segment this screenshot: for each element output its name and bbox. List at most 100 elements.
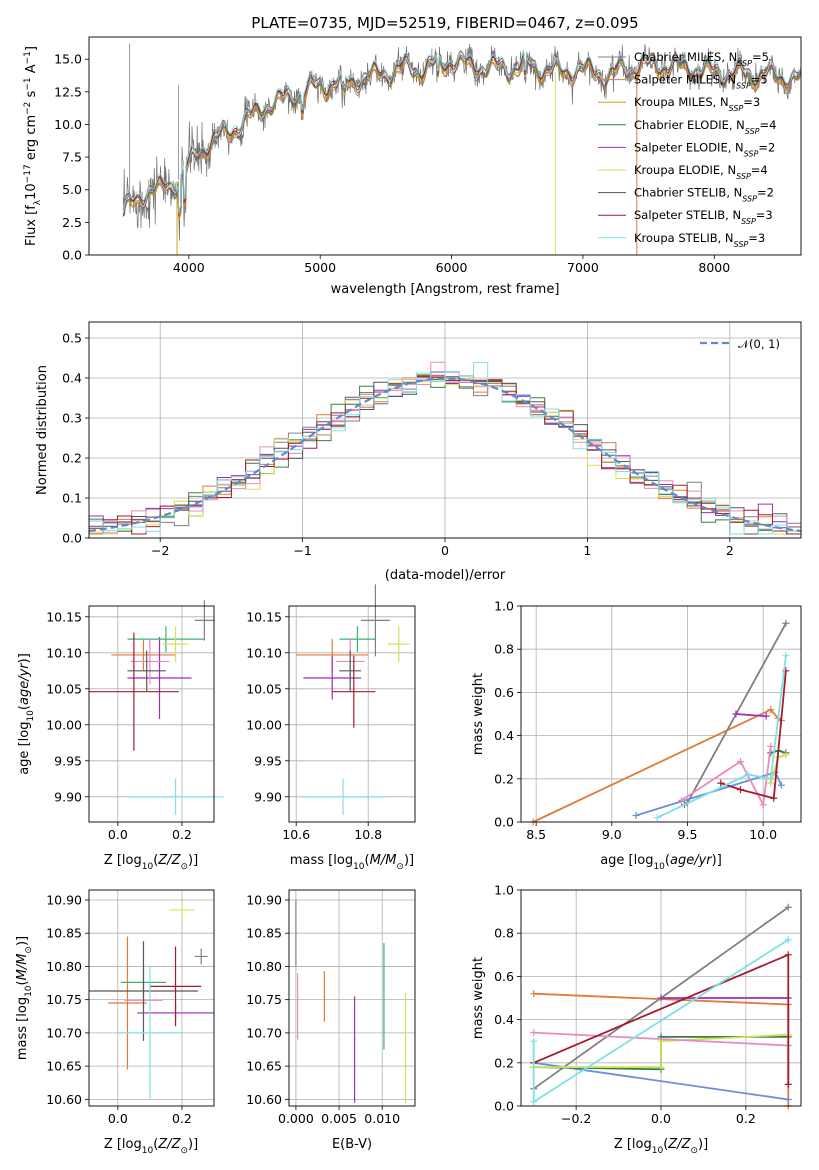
y-tick-label: 10.00 [46, 717, 82, 732]
legend-name: Kroupa STELIB, N [634, 231, 734, 245]
x-tick-label: 2 [726, 543, 734, 558]
z-age-plot: 0.0 0.2 9.90 9.95 10.00 10.05 10.10 10.15 Z [log… [17, 600, 224, 872]
legend-sub: SSP [734, 239, 749, 248]
label-part: −1 [23, 77, 33, 90]
label-part: )] [15, 936, 30, 946]
normal-curve [88, 377, 802, 533]
weight-marker [653, 814, 661, 822]
y-tick-label: 0.0 [62, 531, 82, 546]
y-tick-label: 10.85 [46, 926, 82, 941]
legend-sub: SSP [744, 149, 759, 158]
y-tick-label: 0.1 [62, 491, 82, 506]
x-axis-label: (data-model)/error [385, 568, 506, 583]
x-tick-label: 8.5 [526, 827, 546, 842]
legend-label: Salpeter ELODIE, NSSP=2 [634, 140, 775, 158]
legend-name: Kroupa ELODIE, N [634, 163, 736, 177]
label-part: ⊙ [180, 1146, 188, 1156]
x-axis-label: Z [log10(Z/Z⊙)] [614, 1137, 708, 1156]
legend-sub: SSP [741, 217, 756, 226]
mass-age-plot: 10.6 10.8 9.90 9.95 10.00 10.05 10.10 10.15 mass… [246, 584, 416, 872]
weight-marker [632, 812, 640, 820]
weight-marker [767, 706, 775, 714]
axes-frame [88, 36, 802, 256]
label-part: −1 [23, 51, 33, 64]
axes-frame [88, 889, 215, 1107]
y-tick-label: 10.05 [246, 681, 282, 696]
y-tick-label: 0.0 [62, 248, 82, 263]
y-tick-label: 10.90 [246, 892, 282, 907]
y-tick-label: 10.65 [46, 1059, 82, 1074]
y-tick-label: 10.0 [54, 117, 82, 132]
weight-marker [784, 1080, 792, 1088]
label-part: ( [365, 853, 370, 868]
legend-label: 𝒩(0, 1) [738, 337, 780, 351]
weight-marker [784, 1096, 792, 1104]
spectrum-lines [122, 43, 801, 255]
label-part: 10 [652, 1146, 664, 1156]
label-part: ( [153, 1137, 158, 1152]
weight-marker [717, 779, 725, 787]
y-tick-label: 10.75 [46, 992, 82, 1007]
weight-line [720, 670, 787, 800]
ebv-mass-plot: 0.000 0.005 0.010 10.60 10.65 10.70 10.75 10.80… [246, 889, 416, 1152]
legend-sub: SSP [736, 81, 751, 90]
age-weight-plot: 8.5 9.0 9.5 10.0 0.0 0.2 0.4 0.6 0.8 1.0 mass weig… [471, 599, 802, 872]
label-part: ] [24, 46, 39, 51]
y-tick-label: 0.4 [494, 728, 514, 743]
label-part: Z/Z [157, 1137, 181, 1152]
y-tick-label: 10.65 [246, 1059, 282, 1074]
y-tick-label: 10.85 [246, 926, 282, 941]
y-tick-label: 9.95 [254, 753, 282, 768]
weight-marker [777, 781, 785, 789]
legend-label: Kroupa STELIB, NSSP=3 [634, 231, 765, 249]
weight-marker [762, 712, 770, 720]
y-tick-label: 0.6 [494, 969, 514, 984]
label-part: λ [33, 199, 43, 205]
x-tick-label: 0.2 [736, 1111, 756, 1126]
legend-name: Chabrier ELODIE, N [634, 118, 745, 132]
y-tick-label: 10.60 [246, 1092, 282, 1107]
label-part: mass [log [290, 853, 353, 868]
label-part: age [log [600, 853, 653, 868]
label-part: )] [712, 853, 722, 868]
y-tick-label: 7.5 [62, 150, 82, 165]
x-tick-label: 7000 [567, 260, 599, 275]
y-tick-label: 2.5 [62, 215, 82, 230]
x-tick-label: 1 [583, 543, 591, 558]
y-tick-label: 0.4 [494, 1012, 514, 1027]
y-tick-label: 0.0 [494, 815, 514, 830]
legend-sub: SSP [729, 104, 744, 113]
y-tick-label: 10.70 [46, 1025, 82, 1040]
axes-frame [520, 605, 802, 823]
legend-count: =3 [748, 231, 765, 245]
x-tick-label: 9.0 [602, 827, 622, 842]
label-part: ( [663, 1137, 668, 1152]
figure-title: PLATE=0735, MJD=52519, FIBERID=0467, z=0… [251, 14, 638, 32]
weight-line [533, 1061, 789, 1101]
y-axis-label: age [log10(age/yr)] [17, 653, 36, 775]
x-tick-label: 4000 [173, 260, 205, 275]
y-tick-label: 9.90 [254, 789, 282, 804]
z-weight-plot: −0.2 0.0 0.2 0.0 0.2 0.4 0.6 0.8 1.0 mass weight Z… [471, 883, 802, 1156]
y-tick-label: 0.5 [62, 331, 82, 346]
y-tick-label: 0.0 [494, 1099, 514, 1114]
legend-label: Kroupa MILES, NSSP=3 [634, 95, 760, 113]
x-tick-label: 5000 [304, 260, 336, 275]
label-part: Z [log [614, 1137, 652, 1152]
weight-marker [530, 990, 538, 998]
label-part: age/yr [17, 662, 32, 705]
spectrum-model-line [122, 50, 801, 214]
label-part: erg cm [24, 115, 39, 164]
label-part: Z [log [104, 853, 142, 868]
y-axis-label: Normed distribution [35, 365, 50, 495]
weight-marker [759, 801, 767, 809]
y-tick-label: 12.5 [54, 84, 82, 99]
weight-line [735, 713, 767, 718]
legend-name: Salpeter MILES, N [634, 73, 736, 87]
y-tick-label: 1.0 [494, 599, 514, 614]
label-part: ⊙ [690, 1146, 698, 1156]
label-part: ( [153, 853, 158, 868]
x-tick-label: 0.000 [278, 1111, 314, 1126]
x-axis-label: wavelength [Angstrom, rest frame] [331, 282, 560, 297]
y-tick-label: 0.3 [62, 411, 82, 426]
